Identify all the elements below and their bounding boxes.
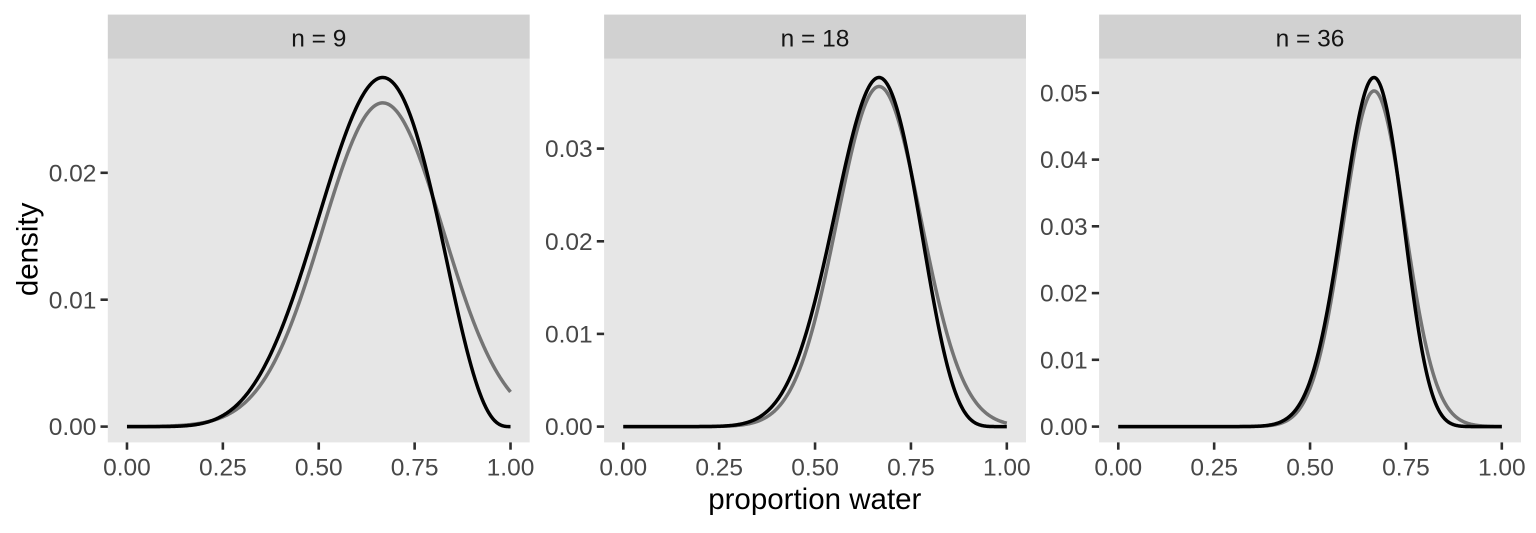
svg-text:0.75: 0.75 (391, 454, 439, 481)
svg-text:1.00: 1.00 (487, 454, 535, 481)
svg-text:0.01: 0.01 (49, 287, 97, 314)
svg-text:0.03: 0.03 (1040, 214, 1088, 241)
svg-text:0.00: 0.00 (103, 454, 151, 481)
svg-text:0.25: 0.25 (695, 454, 743, 481)
svg-text:0.50: 0.50 (791, 454, 839, 481)
svg-text:1.00: 1.00 (983, 454, 1031, 481)
svg-text:1.00: 1.00 (1478, 454, 1526, 481)
svg-text:0.50: 0.50 (295, 454, 343, 481)
svg-text:0.00: 0.00 (545, 414, 593, 441)
svg-text:0.75: 0.75 (1382, 454, 1430, 481)
svg-text:n = 18: n = 18 (781, 26, 850, 53)
svg-text:0.00: 0.00 (1094, 454, 1142, 481)
svg-text:0.00: 0.00 (1040, 414, 1088, 441)
svg-text:0.01: 0.01 (1040, 347, 1088, 374)
svg-text:0.02: 0.02 (1040, 281, 1088, 308)
svg-text:density: density (12, 202, 45, 296)
svg-text:0.03: 0.03 (545, 136, 593, 163)
svg-text:proportion water: proportion water (708, 483, 921, 516)
svg-text:0.25: 0.25 (199, 454, 247, 481)
svg-text:0.00: 0.00 (599, 454, 647, 481)
svg-text:0.75: 0.75 (887, 454, 935, 481)
svg-text:0.02: 0.02 (49, 160, 97, 187)
svg-text:0.01: 0.01 (545, 322, 593, 349)
svg-text:0.50: 0.50 (1286, 454, 1334, 481)
svg-text:0.05: 0.05 (1040, 80, 1088, 107)
svg-text:0.02: 0.02 (545, 229, 593, 256)
svg-text:n = 36: n = 36 (1276, 26, 1345, 53)
svg-text:0.25: 0.25 (1190, 454, 1238, 481)
svg-text:0.00: 0.00 (49, 414, 97, 441)
svg-text:0.04: 0.04 (1040, 147, 1088, 174)
svg-text:n = 9: n = 9 (291, 26, 346, 53)
